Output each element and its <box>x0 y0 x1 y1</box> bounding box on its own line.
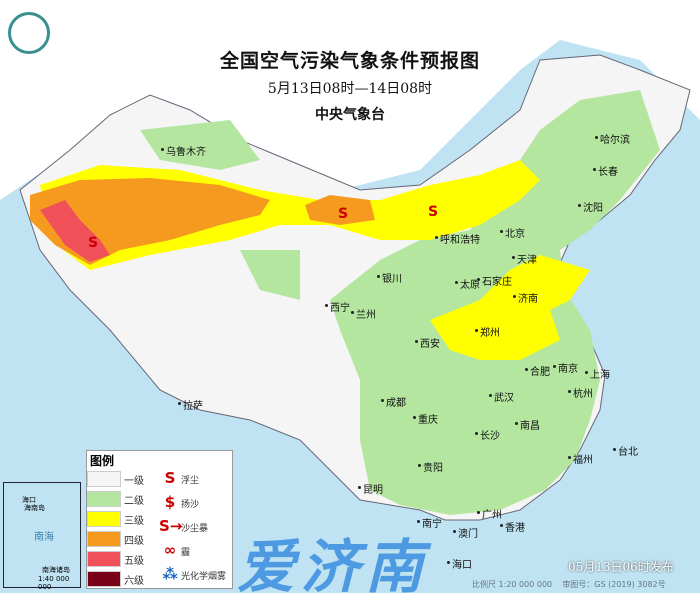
city-label: 长春 <box>593 163 618 178</box>
legend-swatch <box>87 551 121 567</box>
city-label: 合肥 <box>525 363 550 378</box>
haze-icon: ∞ <box>163 541 177 559</box>
scale-note: 比例尺 1:20 000 000 审图号：GS (2019) 3082号 <box>472 579 666 590</box>
city-label: 香港 <box>500 519 525 534</box>
city-label: 广州 <box>477 506 502 521</box>
city-label: 南昌 <box>515 417 540 432</box>
city-label: 杭州 <box>568 385 593 400</box>
city-label: 天津 <box>512 251 537 266</box>
legend-level-label: 四级 <box>124 536 144 547</box>
city-label: 哈尔滨 <box>595 131 630 146</box>
watermark: 爱济南 <box>237 533 430 593</box>
city-label: 昆明 <box>358 481 383 496</box>
floating-dust-icon: S <box>88 235 99 251</box>
forecast-period: 5月13日08时—14日08时 <box>267 81 433 97</box>
city-label: 贵阳 <box>418 459 443 474</box>
legend-swatch <box>87 471 121 487</box>
south-china-sea-inset: 南海 海口 海南岛 南海诸岛 1:40 000 000 <box>3 482 81 591</box>
city-label: 西安 <box>415 335 440 350</box>
city-label: 重庆 <box>413 411 438 426</box>
legend: 图例 一级 二级 三级 四级 五级 六级 S 浮尘 $ 扬沙 S→ 沙尘暴 ∞ 霾 ⁂ … <box>86 450 233 589</box>
city-label: 呼和浩特 <box>435 231 480 246</box>
city-label: 上海 <box>585 366 610 381</box>
level-5-area <box>40 200 110 262</box>
floating-dust-icon: S <box>164 469 176 487</box>
inset-sea-label: 南海 <box>34 532 54 543</box>
city-label: 乌鲁木齐 <box>161 143 206 158</box>
legend-symbol-label: 浮尘 <box>181 476 200 486</box>
city-label: 银川 <box>377 270 402 285</box>
city-label: 海口 <box>447 556 472 571</box>
legend-level-label: 二级 <box>124 496 144 507</box>
city-label: 拉萨 <box>178 397 203 412</box>
cma-logo <box>8 12 50 54</box>
city-label: 郑州 <box>475 324 500 339</box>
legend-title: 图例 <box>90 454 115 468</box>
legend-symbol-label: 光化学烟雾 <box>181 572 227 582</box>
legend-level-label: 六级 <box>124 576 144 587</box>
city-label: 石家庄 <box>477 273 512 288</box>
legend-symbol-label: 扬沙 <box>181 500 200 510</box>
issuer: 中央气象台 <box>315 107 385 123</box>
city-label: 长沙 <box>475 427 500 442</box>
inset-title: 南海诸岛 <box>42 566 70 574</box>
city-label: 济南 <box>513 290 538 305</box>
photochemical-smog-icon: ⁂ <box>162 565 178 583</box>
city-label: 南宁 <box>417 515 442 530</box>
legend-swatch <box>87 531 121 547</box>
floating-dust-icon: S <box>338 206 349 222</box>
floating-dust-icon: S <box>428 204 439 220</box>
legend-swatch <box>87 491 121 507</box>
level-2-area <box>140 90 660 515</box>
legend-symbol-label: 霾 <box>181 548 191 558</box>
city-label: 成都 <box>381 394 406 409</box>
city-label: 南京 <box>553 360 578 375</box>
city-label: 西宁 <box>325 299 350 314</box>
inset-city-label: 海口 <box>22 496 36 504</box>
legend-symbol-label: 沙尘暴 <box>181 524 209 534</box>
map-number: 审图号：GS (2019) 3082号 <box>562 580 666 589</box>
legend-level-label: 一级 <box>124 476 144 487</box>
inset-scale: 1:40 000 000 <box>38 575 70 591</box>
legend-swatch <box>87 571 121 587</box>
neighbor-land <box>0 0 700 200</box>
map-title: 全国空气污染气象条件预报图 <box>219 50 480 72</box>
scale-text: 比例尺 1:20 000 000 <box>472 580 553 589</box>
city-label: 兰州 <box>351 306 376 321</box>
level-4-area <box>30 178 375 265</box>
city-label: 福州 <box>568 451 593 466</box>
city-label: 武汉 <box>489 389 514 404</box>
blowing-sand-icon: $ <box>164 493 176 511</box>
inset-island-label: 海南岛 <box>24 504 45 512</box>
city-label: 台北 <box>613 443 638 458</box>
city-label: 澳门 <box>453 525 478 540</box>
legend-swatch <box>87 511 121 527</box>
city-label: 太原 <box>455 276 480 291</box>
city-label: 沈阳 <box>578 199 603 214</box>
sandstorm-icon: S→ <box>159 517 183 535</box>
legend-level-label: 五级 <box>124 556 144 567</box>
city-label: 北京 <box>500 225 525 240</box>
publish-time: 05月13日06时发布 <box>568 560 674 574</box>
legend-level-label: 三级 <box>124 516 144 527</box>
